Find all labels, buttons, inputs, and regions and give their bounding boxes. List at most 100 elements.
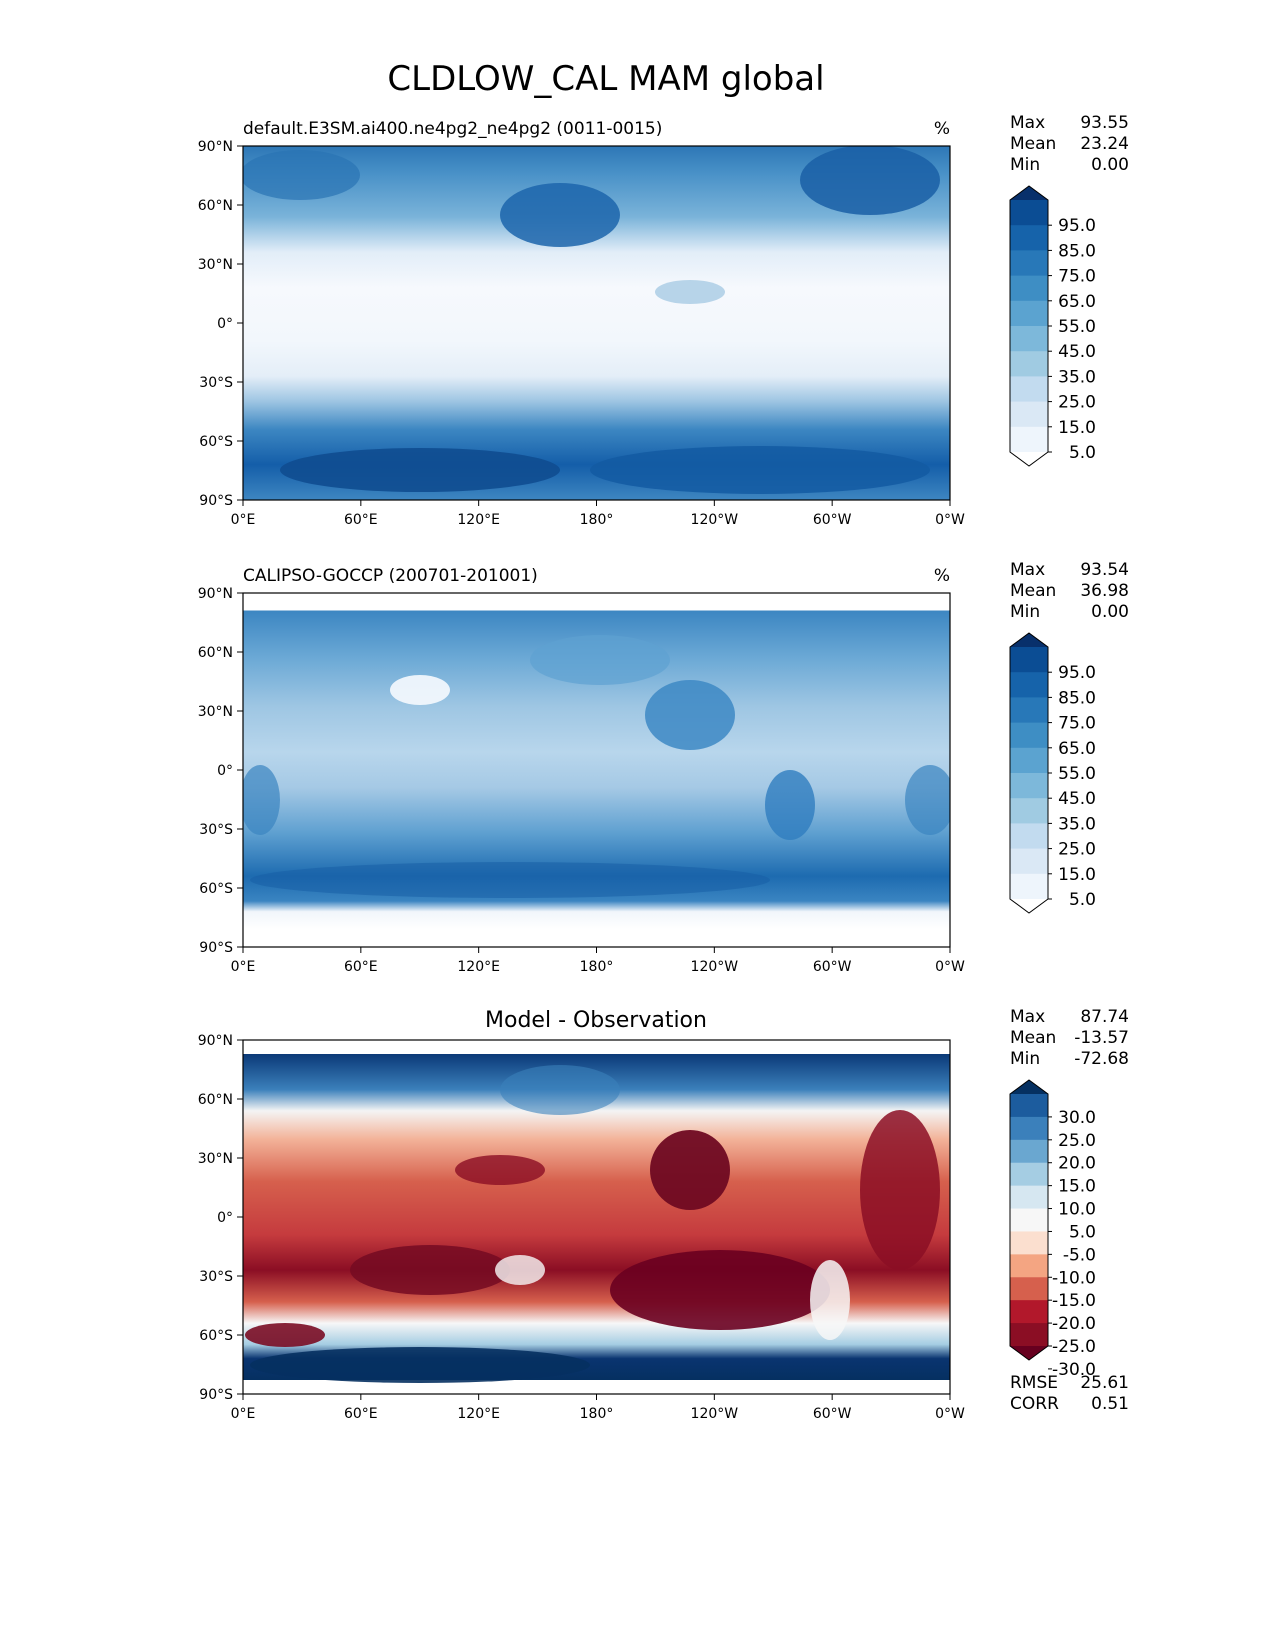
colorbar-tick-label: 45.0 xyxy=(1058,789,1096,809)
colorbar-tick-label: 95.0 xyxy=(1058,216,1096,236)
colorbar-segment xyxy=(1010,1300,1048,1324)
lon-tick-label: 60°W xyxy=(813,959,852,975)
lon-tick-label: 0°W xyxy=(935,959,965,975)
colorbar-segment xyxy=(1010,1116,1048,1141)
colorbar-tick-label: 65.0 xyxy=(1058,739,1096,759)
lat-tick-label: 30°S xyxy=(199,1269,233,1285)
colorbar-tick-label: 85.0 xyxy=(1058,688,1096,708)
lat-tick-label: 30°N xyxy=(198,257,233,273)
colorbar-segment xyxy=(1010,1185,1048,1210)
stat-value-mean: 23.24 xyxy=(1080,134,1129,154)
colorbar-extend-max xyxy=(1010,1080,1048,1094)
panel-observation: CALIPSO-GOCCP (200701-201001) % xyxy=(242,566,951,948)
lon-tick-label: 60°E xyxy=(344,512,378,528)
colorbar-tick-label: 25.0 xyxy=(1058,1131,1096,1151)
colorbar-segment xyxy=(1010,250,1048,277)
lon-tick-label: 60°E xyxy=(344,1406,378,1422)
lat-tick-label: 60°S xyxy=(199,434,233,450)
lon-tick-label: 0°W xyxy=(935,1406,965,1422)
stat-label-min: Min xyxy=(1010,1049,1040,1069)
colorbar-tick-label: 15.0 xyxy=(1058,418,1096,438)
colorbar-segment xyxy=(1010,275,1048,302)
colorbar-segment xyxy=(1010,1323,1048,1347)
colorbar-extend-min xyxy=(1010,452,1048,466)
stat-value-min: 0.00 xyxy=(1091,155,1129,175)
colorbar-segment xyxy=(1010,1162,1048,1187)
colorbar-tick-label: -20.0 xyxy=(1052,1314,1096,1334)
stat-value-min: 0.00 xyxy=(1091,602,1129,622)
colorbar-segment xyxy=(1010,1094,1048,1118)
colorbar-extend-min xyxy=(1010,1346,1048,1360)
lon-tick-label: 0°W xyxy=(935,512,965,528)
map-field-difference xyxy=(243,1040,950,1394)
colorbar-tick-label: 5.0 xyxy=(1069,443,1096,463)
colorbar-segment xyxy=(1010,200,1048,226)
colorbar-segment xyxy=(1010,1208,1048,1232)
colorbar-tick-label: 25.0 xyxy=(1058,393,1096,413)
colorbar-segment xyxy=(1010,672,1048,698)
lat-tick-label: 0° xyxy=(217,1210,233,1226)
lon-tick-label: 0°E xyxy=(231,512,256,528)
colorbar-tick-label: 55.0 xyxy=(1058,317,1096,337)
lon-tick-label: 120°W xyxy=(691,959,739,975)
colorbar-extend-max xyxy=(1010,186,1048,200)
lat-tick-label: 30°N xyxy=(198,1151,233,1167)
colorbar-tick-label: -30.0 xyxy=(1052,1360,1096,1380)
metric-label-corr: CORR xyxy=(1010,1394,1059,1414)
colorbar-segment xyxy=(1010,722,1048,749)
lat-tick-label: 0° xyxy=(217,763,233,779)
colorbar-tick-label: 75.0 xyxy=(1058,714,1096,734)
stat-label-min: Min xyxy=(1010,155,1040,175)
lon-tick-label: 0°E xyxy=(231,959,256,975)
panel-observation-title: CALIPSO-GOCCP (200701-201001) xyxy=(243,566,538,586)
stat-value-mean: -13.57 xyxy=(1074,1028,1129,1048)
colorbar-tick-label: 20.0 xyxy=(1058,1154,1096,1174)
stat-value-max: 93.55 xyxy=(1080,113,1129,133)
lat-tick-label: 30°S xyxy=(199,822,233,838)
colorbar-segment xyxy=(1010,376,1048,403)
lon-tick-label: 120°E xyxy=(457,512,500,528)
colorbar-tick-label: 35.0 xyxy=(1058,367,1096,387)
axes-layer: 90°N 60°N 30°N 0° 30°S 60°S 90°S 0°E 60°E 120°E 18… xyxy=(198,139,965,1422)
legend-layer: Max 93.55 Mean 23.24 Min 0.00 95.0 85.0 75.0 65.0… xyxy=(1009,113,1129,1414)
colorbar-segment xyxy=(1010,1139,1048,1164)
colorbar-tick-label: 15.0 xyxy=(1058,1177,1096,1197)
panel-difference: Model - Observation xyxy=(242,1008,951,1395)
colorbar-tick-label: 5.0 xyxy=(1069,890,1096,910)
colorbar-segment xyxy=(1010,798,1048,824)
lat-tick-label: 90°N xyxy=(198,139,233,155)
panel-model-units: % xyxy=(934,119,950,139)
colorbar-segment xyxy=(1010,351,1048,377)
colorbar-segment xyxy=(1010,1231,1048,1255)
colorbar-segment xyxy=(1010,747,1048,774)
metric-value-rmse: 25.61 xyxy=(1080,1373,1129,1393)
colorbar-extend-max xyxy=(1010,633,1048,647)
colorbar-segment xyxy=(1010,1254,1048,1278)
panel-observation-units: % xyxy=(934,566,950,586)
stat-label-mean: Mean xyxy=(1010,1028,1056,1048)
colorbar-segment xyxy=(1010,1277,1048,1301)
lat-tick-label: 90°N xyxy=(198,586,233,602)
colorbar-tick-label: 75.0 xyxy=(1058,267,1096,287)
stat-value-max: 93.54 xyxy=(1080,560,1129,580)
lon-tick-label: 60°W xyxy=(813,1406,852,1422)
metric-label-rmse: RMSE xyxy=(1010,1373,1058,1393)
colorbar-tick-label: -25.0 xyxy=(1052,1337,1096,1357)
figure-title: CLDLOW_CAL MAM global xyxy=(387,59,824,99)
colorbar-tick-label: 85.0 xyxy=(1058,241,1096,261)
lat-tick-label: 60°N xyxy=(198,645,233,661)
colorbar-tick-label: 65.0 xyxy=(1058,292,1096,312)
lon-tick-label: 0°E xyxy=(231,1406,256,1422)
lat-tick-label: 0° xyxy=(217,316,233,332)
lon-tick-label: 120°W xyxy=(691,1406,739,1422)
stat-value-min: -72.68 xyxy=(1074,1049,1129,1069)
lon-tick-label: 60°E xyxy=(344,959,378,975)
colorbar-segment xyxy=(1010,426,1048,453)
colorbar-tick-label: 45.0 xyxy=(1058,342,1096,362)
lat-tick-label: 90°N xyxy=(198,1033,233,1049)
colorbar-segment xyxy=(1010,823,1048,850)
colorbar-segment xyxy=(1010,326,1048,352)
stat-label-mean: Mean xyxy=(1010,581,1056,601)
lat-tick-label: 60°S xyxy=(199,1328,233,1344)
